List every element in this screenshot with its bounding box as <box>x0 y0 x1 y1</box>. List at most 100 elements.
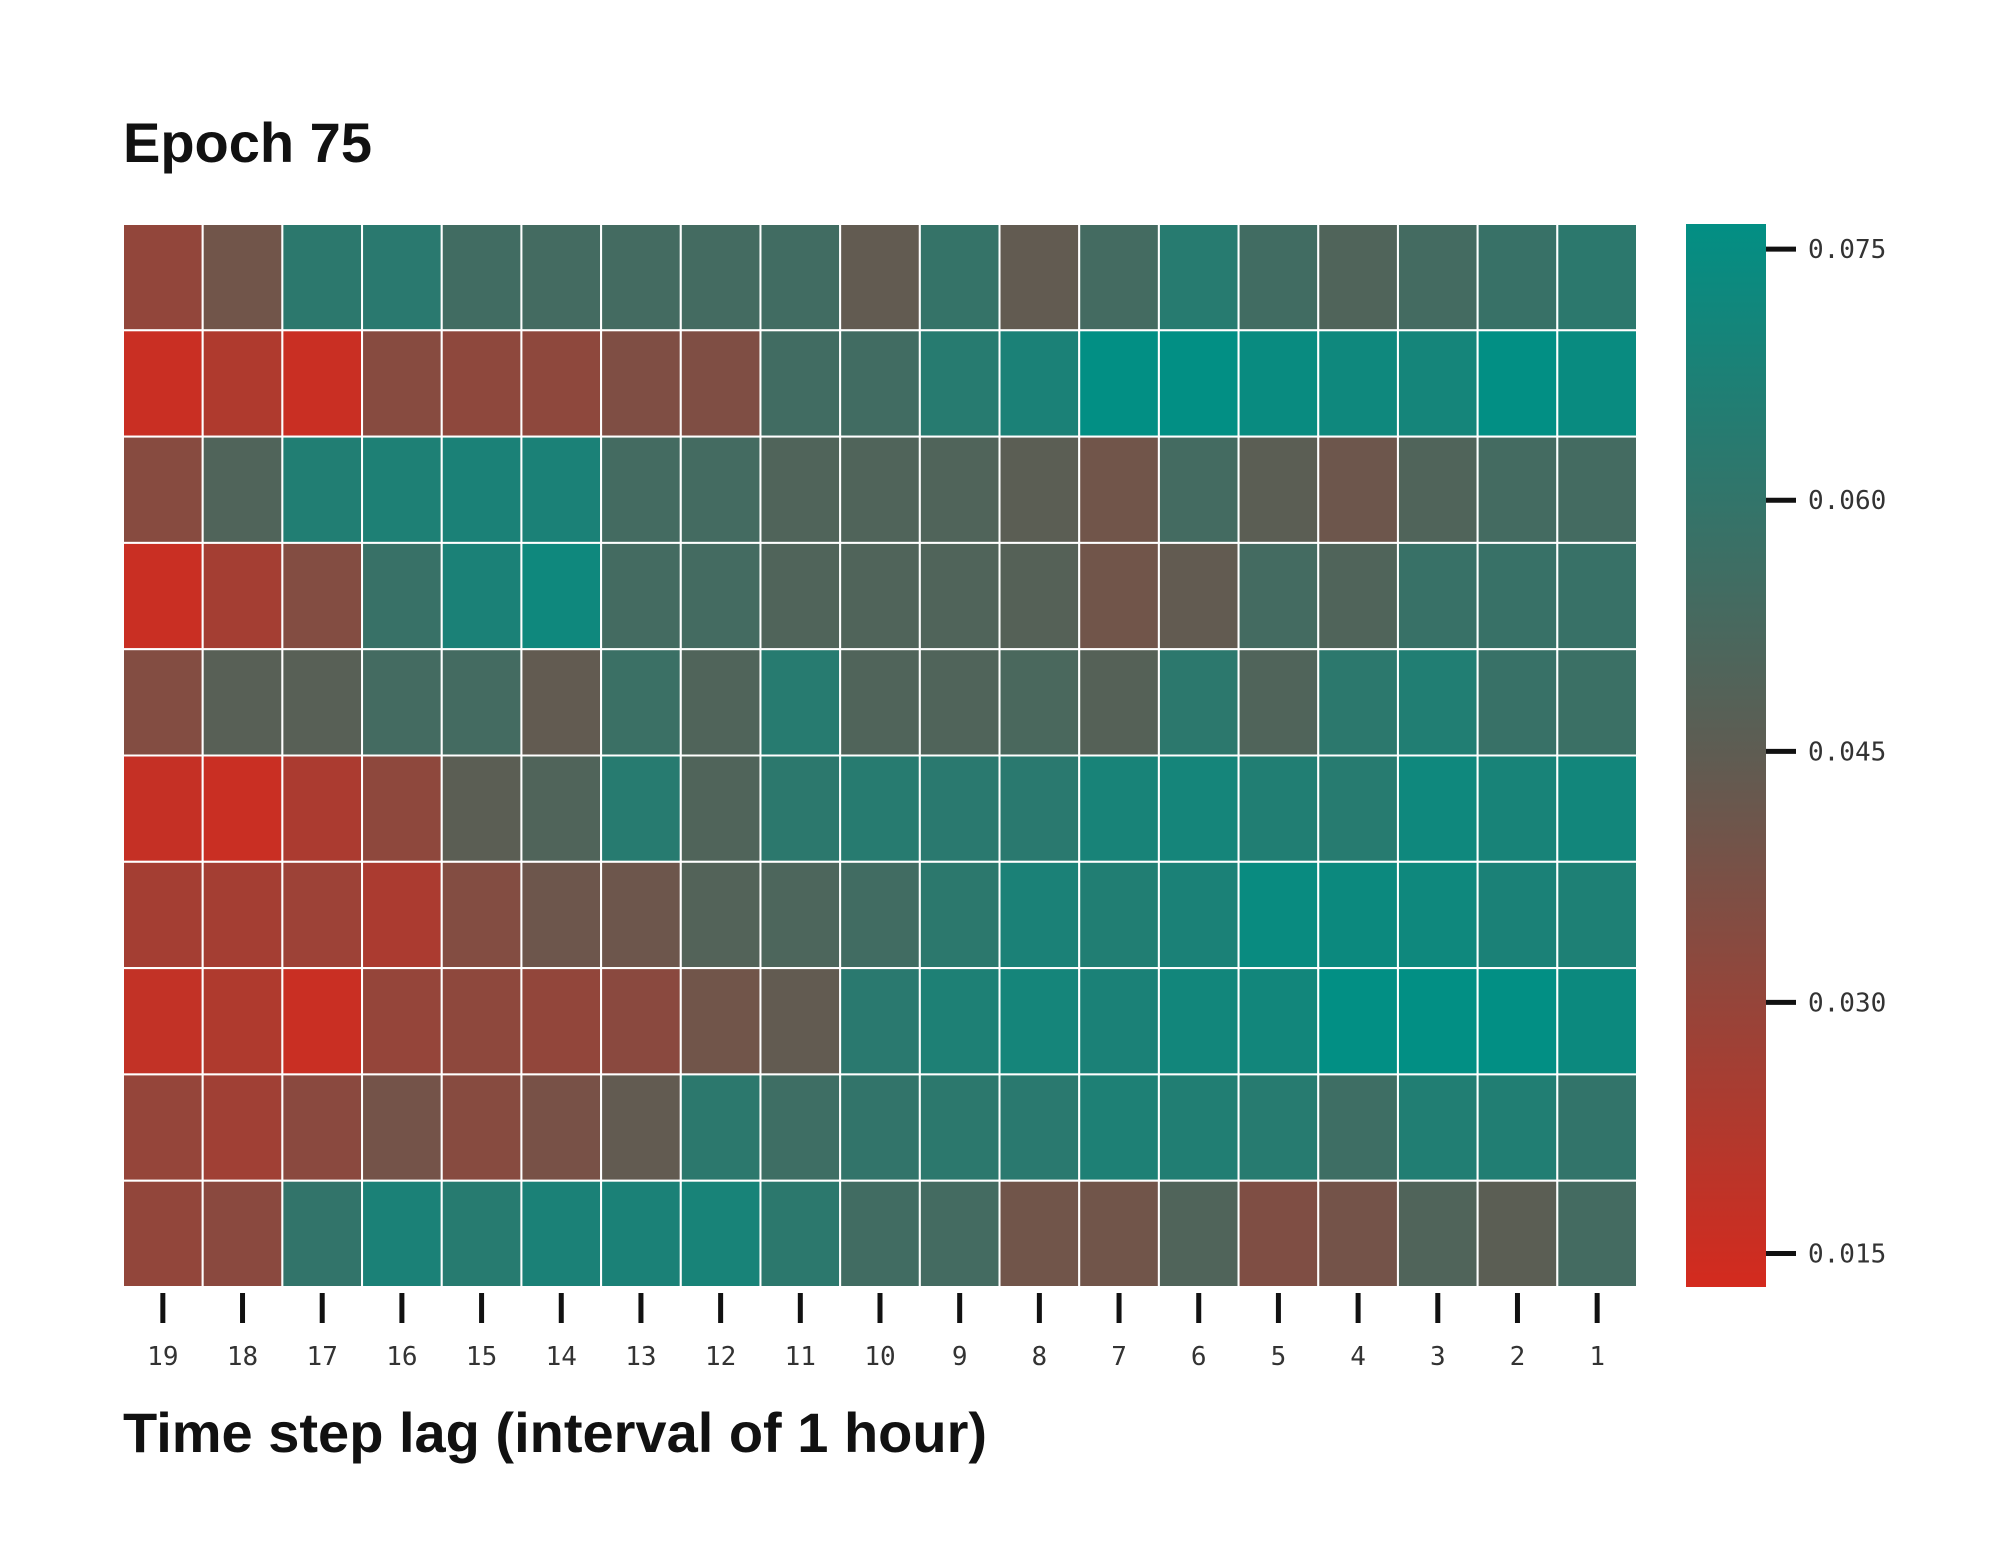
x-tick-label: 3 <box>1430 1342 1446 1372</box>
heatmap-cell <box>1078 541 1160 651</box>
heatmap-cell <box>679 435 762 544</box>
heatmap-cell <box>1476 1073 1559 1182</box>
heatmap-cell <box>600 435 682 544</box>
heatmap-cell <box>759 329 842 438</box>
heatmap-cell <box>520 329 603 438</box>
heatmap-cell <box>839 435 921 544</box>
heatmap-cell <box>122 435 204 544</box>
heatmap-cell <box>281 967 364 1076</box>
x-tick-label: 15 <box>466 1342 497 1372</box>
heatmap-cell <box>1157 648 1240 757</box>
heatmap-cell <box>1078 754 1160 863</box>
heatmap-cell <box>998 1073 1081 1182</box>
heatmap-cell <box>520 648 603 757</box>
colorbar-tick-label: 0.075 <box>1808 235 1886 265</box>
heatmap-cell <box>679 223 762 332</box>
heatmap-cell <box>839 1073 921 1182</box>
heatmap-cell <box>1396 1179 1479 1288</box>
heatmap-cell <box>679 648 762 757</box>
x-tick-label: 6 <box>1191 1342 1207 1372</box>
heatmap-cell <box>1556 860 1639 970</box>
heatmap-cell <box>122 967 204 1076</box>
heatmap-cell <box>440 860 523 970</box>
heatmap-cell <box>361 541 443 651</box>
heatmap-cell <box>1078 435 1160 544</box>
heatmap-cell <box>201 435 284 544</box>
heatmap-cell <box>520 860 603 970</box>
heatmap-cell <box>1237 1073 1320 1182</box>
heatmap-cell <box>998 435 1081 544</box>
heatmap-cell <box>918 967 1001 1076</box>
heatmap-cell <box>759 223 842 332</box>
heatmap-cell <box>1556 435 1639 544</box>
heatmap-cell <box>600 329 682 438</box>
colorbar-tick-label: 0.015 <box>1808 1240 1886 1270</box>
colorbar-ticks: 0.075 0.060 0.045 0.030 0.015 <box>1766 235 1886 1270</box>
heatmap-cell <box>839 223 921 332</box>
heatmap-cell <box>839 648 921 757</box>
heatmap-cell <box>440 754 523 863</box>
heatmap-cell <box>600 541 682 651</box>
heatmap-cell <box>281 223 364 332</box>
heatmap-cells <box>122 223 1639 1288</box>
heatmap-cell <box>1476 648 1559 757</box>
heatmap-cell <box>1317 223 1399 332</box>
heatmap-cell <box>1157 1073 1240 1182</box>
heatmap-cell <box>1157 1179 1240 1288</box>
heatmap-cell <box>839 754 921 863</box>
x-tick-label: 1 <box>1589 1342 1605 1372</box>
heatmap-cell <box>440 329 523 438</box>
heatmap-cell <box>759 754 842 863</box>
heatmap-cell <box>281 860 364 970</box>
heatmap-cell <box>1157 435 1240 544</box>
heatmap-cell <box>600 648 682 757</box>
heatmap-cell <box>361 1073 443 1182</box>
heatmap-cell <box>1396 754 1479 863</box>
heatmap-cell <box>1476 223 1559 332</box>
heatmap-cell <box>1396 648 1479 757</box>
heatmap-cell <box>759 648 842 757</box>
heatmap-cell <box>1396 223 1479 332</box>
heatmap-cell <box>281 541 364 651</box>
heatmap-cell <box>839 1179 921 1288</box>
heatmap-cell <box>1078 329 1160 438</box>
heatmap-cell <box>998 223 1081 332</box>
heatmap-cell <box>361 223 443 332</box>
heatmap-cell <box>440 967 523 1076</box>
heatmap-cell <box>1476 860 1559 970</box>
heatmap-cell <box>1317 967 1399 1076</box>
heatmap-cell <box>520 967 603 1076</box>
heatmap-cell <box>1476 435 1559 544</box>
heatmap-cell <box>440 223 523 332</box>
heatmap-cell <box>679 1073 762 1182</box>
heatmap-cell <box>759 1073 842 1182</box>
heatmap-cell <box>998 329 1081 438</box>
x-tick-label: 17 <box>307 1342 338 1372</box>
heatmap-cell <box>520 1179 603 1288</box>
x-tick-label: 11 <box>785 1342 816 1372</box>
heatmap-cell <box>1476 329 1559 438</box>
heatmap-cell <box>1396 967 1479 1076</box>
heatmap-cell <box>1157 967 1240 1076</box>
heatmap-cell <box>1317 541 1399 651</box>
heatmap-cell <box>998 1179 1081 1288</box>
heatmap-cell <box>600 754 682 863</box>
x-tick-label: 14 <box>546 1342 577 1372</box>
heatmap-cell <box>918 541 1001 651</box>
heatmap-cell <box>1237 329 1320 438</box>
heatmap-cell <box>918 1179 1001 1288</box>
heatmap-cell <box>600 860 682 970</box>
heatmap-cell <box>759 541 842 651</box>
heatmap-cell <box>201 541 284 651</box>
heatmap-cell <box>440 541 523 651</box>
heatmap-cell <box>600 967 682 1076</box>
heatmap-cell <box>1237 541 1320 651</box>
colorbar-tick-label: 0.030 <box>1808 988 1886 1018</box>
heatmap-cell <box>520 541 603 651</box>
heatmap-cell <box>1157 754 1240 863</box>
heatmap-cell <box>440 1179 523 1288</box>
x-axis-label: Time step lag (interval of 1 hour) <box>123 1401 987 1464</box>
heatmap-cell <box>281 329 364 438</box>
heatmap-cell <box>1317 329 1399 438</box>
heatmap-cell <box>281 435 364 544</box>
